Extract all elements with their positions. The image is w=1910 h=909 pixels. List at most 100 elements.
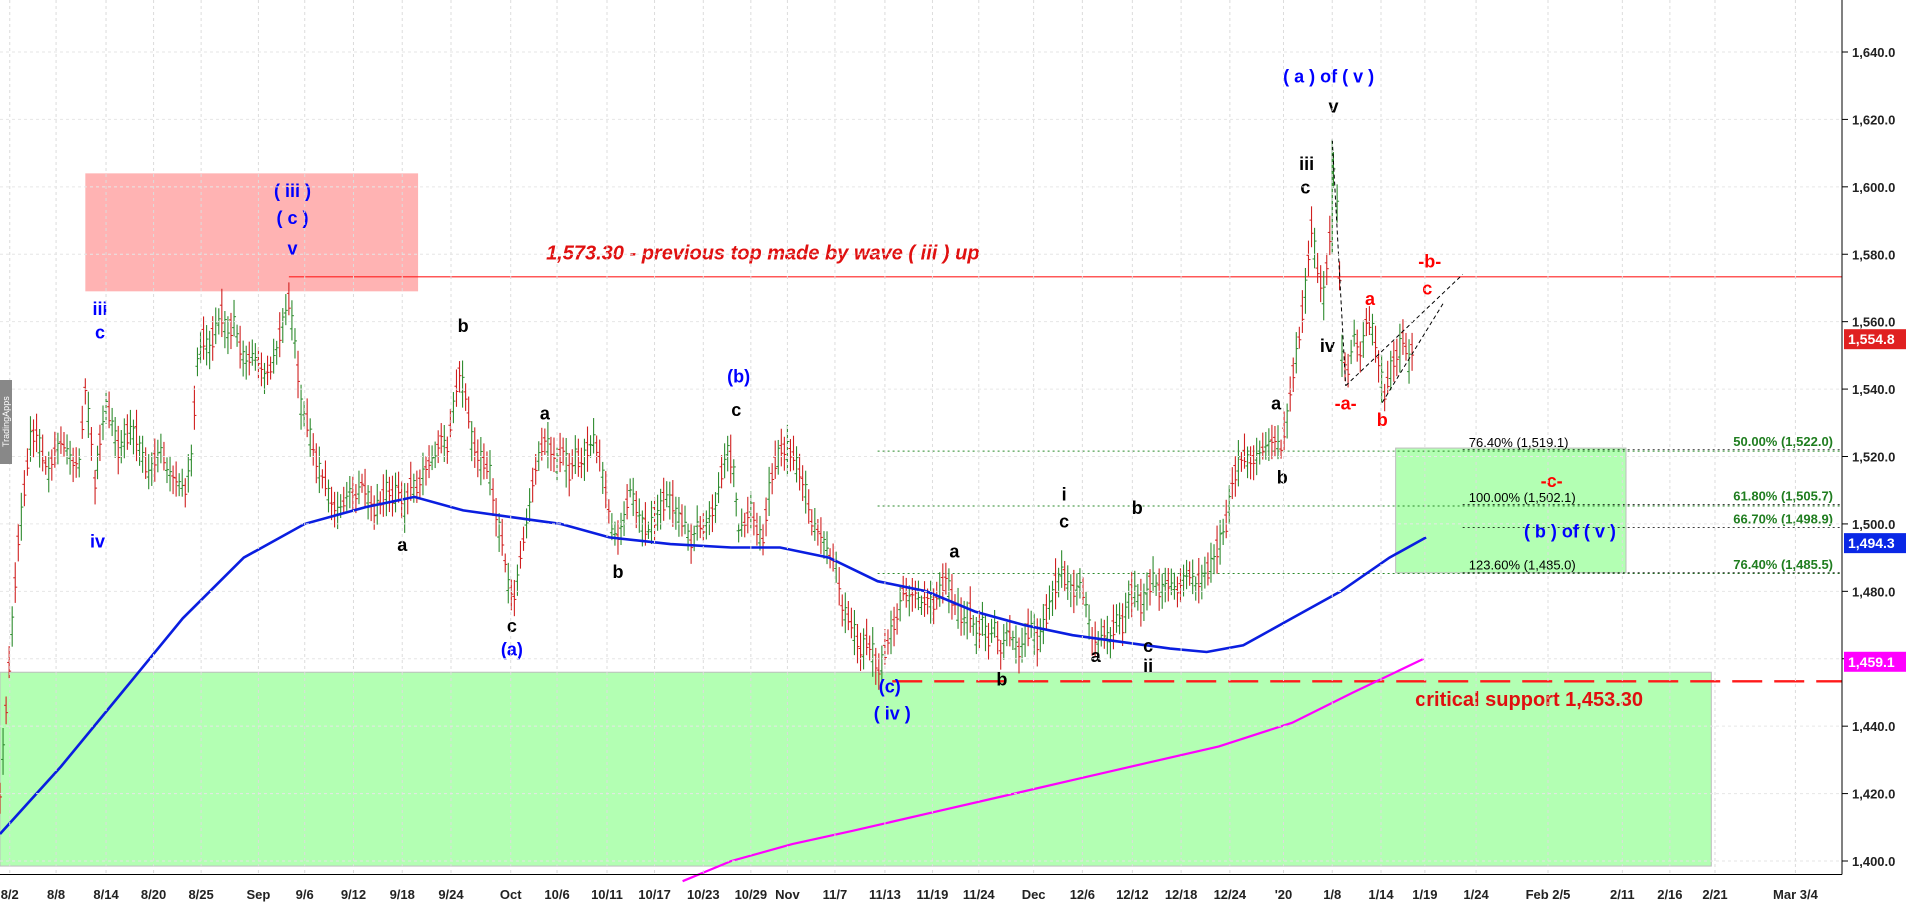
wave-label: (c): [879, 676, 901, 696]
wave-label: c: [95, 323, 105, 343]
y-tick-label: 1,500.0: [1852, 517, 1895, 532]
wave-label: (a): [501, 639, 523, 659]
wave-label: b: [1277, 467, 1288, 487]
wave-label: -b-: [1418, 252, 1441, 272]
x-tick-label: 8/14: [93, 887, 119, 902]
y-tick-label: 1,580.0: [1852, 247, 1895, 262]
x-tick-label: 11/7: [823, 887, 848, 902]
x-tick-label: 9/18: [390, 887, 415, 902]
x-tick-label: 12/18: [1165, 887, 1198, 902]
wave-label: a: [1091, 646, 1102, 666]
wave-label: c: [1143, 636, 1153, 656]
wave-label: ii: [1143, 656, 1153, 676]
wave-label: ( c ): [277, 208, 309, 228]
x-tick-label: 10/17: [638, 887, 671, 902]
fib-left-label: 76.40% (1,519.1): [1469, 435, 1569, 450]
x-tick-label: 10/23: [687, 887, 720, 902]
wave-label: iii: [1299, 154, 1314, 174]
y-tick-label: 1,400.0: [1852, 854, 1895, 869]
x-tick-label: 1/8: [1323, 887, 1341, 902]
x-tick-label: 10/29: [735, 887, 768, 902]
wave-label: c: [1422, 279, 1432, 299]
wave-label: iii: [92, 299, 107, 319]
x-tick-label: Feb 2/5: [1526, 887, 1571, 902]
moving-averages: [0, 139, 1464, 883]
wave-label: v: [288, 238, 298, 258]
wave-label: b: [612, 562, 623, 582]
wave-label: a: [1271, 393, 1282, 413]
y-tick-label: 1,560.0: [1852, 315, 1895, 330]
wave-label: b: [1132, 498, 1143, 518]
x-tick-label: 11/24: [963, 887, 996, 902]
x-tick-label: 1/19: [1412, 887, 1437, 902]
moving-average-magenta: [682, 657, 1425, 883]
previous-top-annotation: 1,573.30 - previous top made by wave ( i…: [546, 242, 979, 264]
last-price-tag-text: 1,554.8: [1848, 331, 1895, 347]
x-tick-label: Oct: [500, 887, 522, 902]
x-tick-label: 8/8: [47, 887, 65, 902]
wave-label: -c-: [1541, 471, 1563, 491]
sidebar-handle[interactable]: TradingApps: [0, 380, 12, 464]
wave-label: a: [397, 535, 408, 555]
x-tick-label: 10/11: [591, 887, 623, 902]
wave-label: a: [949, 542, 960, 562]
wave-label: i: [1062, 484, 1067, 504]
fib-left-label: 123.60% (1,485.0): [1469, 557, 1576, 572]
wedge-line: [1331, 139, 1347, 386]
x-tick-label: Sep: [246, 887, 270, 902]
x-tick-label: Mar 3/4: [1773, 887, 1819, 902]
wave-label: ( iii ): [274, 181, 311, 201]
x-tick-label: 10/6: [544, 887, 569, 902]
wave-label: iv: [90, 532, 105, 552]
wave-label: a: [1365, 289, 1376, 309]
wave-label: b: [1377, 410, 1388, 430]
y-tick-label: 1,620.0: [1852, 112, 1895, 127]
y-tick-label: 1,520.0: [1852, 450, 1895, 465]
x-tick-label: 12/12: [1116, 887, 1149, 902]
x-tick-label: Nov: [775, 887, 800, 902]
wedge-line: [1345, 274, 1464, 387]
blue-ma-tag: [1844, 533, 1906, 554]
wave-label: c: [731, 400, 741, 420]
y-tick-label: 1,480.0: [1852, 584, 1895, 599]
x-tick-label: '20: [1275, 887, 1293, 902]
x-tick-label: 2/16: [1657, 887, 1682, 902]
fib-right-label: 76.40% (1,485.5): [1733, 557, 1833, 572]
x-tick-label: 8/20: [141, 887, 166, 902]
wave-label: ( b ) of ( v ): [1524, 521, 1616, 541]
wave-label: b: [458, 316, 469, 336]
x-tick-label: 11/13: [869, 887, 901, 902]
wave-label: iv: [1320, 336, 1335, 356]
x-tick-label: 12/6: [1070, 887, 1095, 902]
wave-label: -a-: [1335, 393, 1357, 413]
blue-ma-tag-text: 1,494.3: [1848, 535, 1895, 551]
wave-label: c: [507, 616, 517, 636]
y-tick-label: 1,540.0: [1852, 382, 1895, 397]
wave-label: ( a ) of ( v ): [1283, 66, 1374, 86]
magenta-ma-tag-text: 1,459.1: [1848, 654, 1895, 670]
y-tick-label: 1,600.0: [1852, 180, 1895, 195]
wave-label: c: [1059, 511, 1069, 531]
last-price-tag: [1844, 329, 1906, 350]
wave-label: ( iv ): [874, 703, 911, 723]
fib-left-label: 100.00% (1,502.1): [1469, 490, 1576, 505]
fib-right-label: 66.70% (1,498.9): [1733, 512, 1833, 527]
fib-right-label: 50.00% (1,522.0): [1733, 434, 1833, 449]
x-tick-label: 1/24: [1463, 887, 1489, 902]
x-tick-label: Dec: [1022, 887, 1046, 902]
x-tick-label: 2/11: [1610, 887, 1635, 902]
y-tick-label: 1,440.0: [1852, 719, 1895, 734]
wave-label: v: [1328, 97, 1338, 117]
x-tick-label: 9/6: [296, 887, 314, 902]
wedge-line: [1381, 301, 1445, 403]
wave-label: (b): [727, 366, 750, 386]
x-tick-label: 11/19: [917, 887, 949, 902]
y-tick-label: 1,420.0: [1852, 787, 1895, 802]
moving-average-blue: [0, 495, 1427, 835]
x-tick-label: 1/14: [1368, 887, 1394, 902]
x-tick-label: 8/2: [1, 887, 19, 902]
x-tick-label: 9/12: [341, 887, 366, 902]
